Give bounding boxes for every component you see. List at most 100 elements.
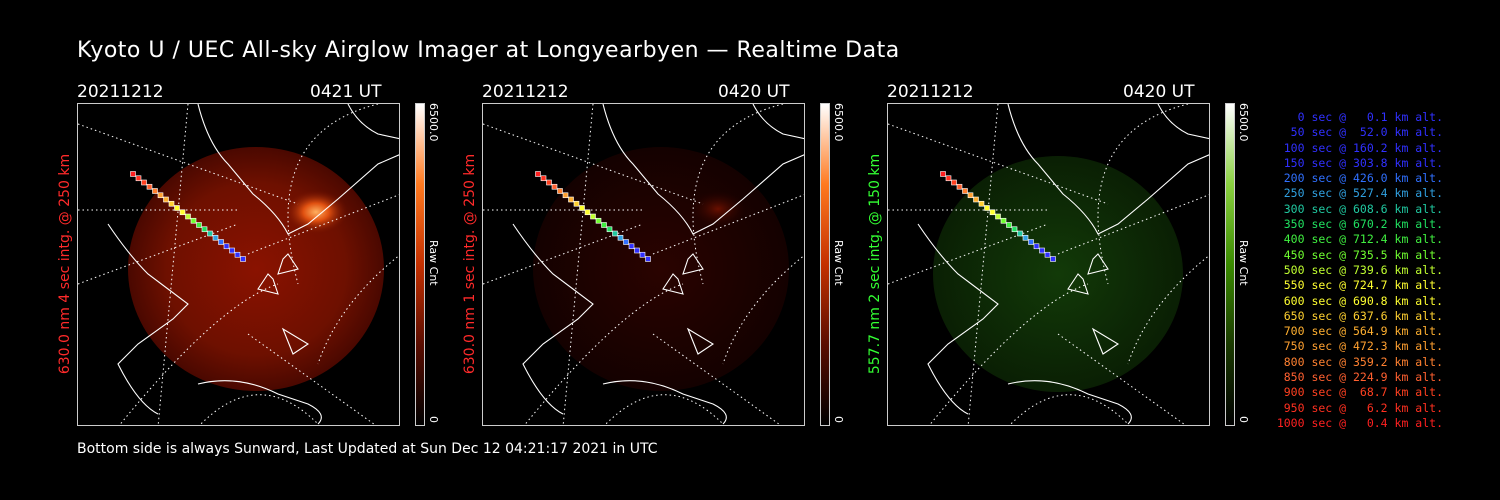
trajectory-point	[628, 243, 635, 250]
legend-row: 100 sec @ 160.2 km alt.	[1283, 140, 1443, 155]
panel-2-time: 0420 UT	[718, 82, 790, 102]
legend-row: 750 sec @ 472.3 km alt.	[1283, 339, 1443, 354]
aurora-hot-spot	[284, 190, 348, 234]
trajectory-point	[962, 188, 968, 194]
panel-3-image[interactable]	[887, 103, 1210, 426]
legend-row: 150 sec @ 303.8 km alt.	[1283, 155, 1443, 170]
trajectory-point	[174, 205, 180, 211]
trajectory-point	[984, 205, 990, 211]
trajectory-point	[573, 200, 580, 207]
coastline	[917, 104, 1209, 425]
trajectory-point	[579, 205, 585, 211]
trajectory-point	[201, 226, 208, 233]
legend-row: 300 sec @ 608.6 km alt.	[1283, 201, 1443, 216]
panel-1-date: 20211212	[77, 82, 164, 102]
trajectory-point	[639, 251, 646, 258]
panel-2-ylabel: 630.0 nm 1 sec intg. @ 250 km	[462, 153, 478, 375]
panel-3-cbar-max: 6500.0	[1237, 103, 1250, 142]
grid-lines	[483, 104, 804, 425]
panel-3-cbar-unit: Raw Cnt	[1237, 240, 1250, 286]
panel-1-cbar-min: 0	[427, 416, 440, 423]
trajectory-point	[207, 230, 213, 237]
legend-row: 450 sec @ 735.5 km alt.	[1283, 247, 1443, 262]
trajectory-point	[141, 179, 147, 186]
trajectory-point	[568, 196, 574, 203]
panel-3-cbar-min: 0	[1237, 416, 1250, 423]
trajectory-point	[645, 256, 651, 262]
panel-3-colorbar	[1225, 103, 1235, 426]
trajectory-point	[223, 243, 230, 250]
legend-row: 900 sec @ 68.7 km alt.	[1283, 385, 1443, 400]
panel-1-cbar-max: 6500.0	[427, 103, 440, 142]
trajectory-point	[190, 217, 197, 224]
panel-2-image[interactable]	[482, 103, 805, 426]
trajectory-point	[168, 200, 175, 207]
trajectory-point	[130, 171, 136, 177]
altitude-legend: 0 sec @ 0.1 km alt. 50 sec @ 52.0 km alt.…	[1258, 110, 1443, 431]
trajectory-point	[240, 256, 246, 262]
trajectory-point	[179, 209, 186, 216]
panel-2-cbar-max: 6500.0	[832, 103, 845, 142]
trajectory-track	[940, 171, 1056, 262]
panel-2-cbar-unit: Raw Cnt	[832, 240, 845, 286]
footer-note: Bottom side is always Sunward, Last Upda…	[77, 441, 658, 457]
panel-3-date: 20211212	[887, 82, 974, 102]
panel-1-ylabel: 630.0 nm 4 sec intg. @ 250 km	[57, 153, 73, 375]
trajectory-point	[1000, 217, 1007, 224]
panel-2-colorbar	[820, 103, 830, 426]
trajectory-point	[163, 196, 169, 203]
page-title: Kyoto U / UEC All-sky Airglow Imager at …	[77, 38, 900, 63]
coastline	[107, 104, 399, 425]
trajectory-point	[978, 200, 985, 207]
trajectory-point	[1011, 226, 1018, 233]
trajectory-point	[157, 192, 164, 199]
trajectory-point	[612, 230, 618, 237]
panel-2-date: 20211212	[482, 82, 569, 102]
trajectory-point	[956, 183, 963, 190]
trajectory-point	[989, 209, 996, 216]
legend-row: 550 sec @ 724.7 km alt.	[1283, 278, 1443, 293]
coastline	[512, 104, 804, 425]
panel-1-colorbar	[415, 103, 425, 426]
trajectory-point	[945, 175, 952, 182]
trajectory-point	[951, 179, 957, 186]
trajectory-point	[557, 188, 563, 194]
airglow-sky-disk	[533, 147, 789, 391]
trajectory-point	[551, 183, 558, 190]
panel-3-ylabel: 557.7 nm 2 sec intg. @ 150 km	[867, 153, 883, 375]
legend-row: 1000 sec @ 0.4 km alt.	[1276, 415, 1443, 430]
legend-row: 250 sec @ 527.4 km alt.	[1283, 186, 1443, 201]
trajectory-point	[584, 209, 591, 216]
aurora-hot-spot	[690, 191, 746, 227]
trajectory-point	[634, 247, 640, 254]
trajectory-point	[1033, 243, 1040, 250]
legend-row: 0 sec @ 0.1 km alt.	[1297, 110, 1443, 124]
legend-row: 600 sec @ 690.8 km alt.	[1283, 293, 1443, 308]
trajectory-point	[152, 188, 158, 194]
panel-3-time: 0420 UT	[1123, 82, 1195, 102]
panel-1-cbar-unit: Raw Cnt	[427, 240, 440, 286]
trajectory-point	[967, 192, 974, 199]
trajectory-point	[135, 175, 142, 182]
panel-2-map	[483, 104, 804, 425]
trajectory-point	[535, 171, 541, 177]
trajectory-point	[546, 179, 552, 186]
panel-2-cbar-min: 0	[832, 416, 845, 423]
trajectory-point	[1044, 251, 1051, 258]
panel-1-image[interactable]	[77, 103, 400, 426]
trajectory-point	[1039, 247, 1045, 254]
trajectory-point	[540, 175, 547, 182]
trajectory-point	[617, 234, 624, 241]
legend-row: 350 sec @ 670.2 km alt.	[1283, 217, 1443, 232]
trajectory-point	[1050, 256, 1056, 262]
legend-row: 200 sec @ 426.0 km alt.	[1283, 171, 1443, 186]
grid-lines	[888, 104, 1209, 425]
trajectory-point	[1006, 222, 1012, 228]
airglow-sky-disk	[128, 147, 384, 391]
airglow-sky-disk	[933, 156, 1183, 392]
trajectory-point	[973, 196, 979, 203]
legend-row: 400 sec @ 712.4 km alt.	[1283, 232, 1443, 247]
trajectory-point	[623, 239, 629, 245]
trajectory-point	[185, 213, 191, 220]
trajectory-point	[601, 222, 607, 228]
